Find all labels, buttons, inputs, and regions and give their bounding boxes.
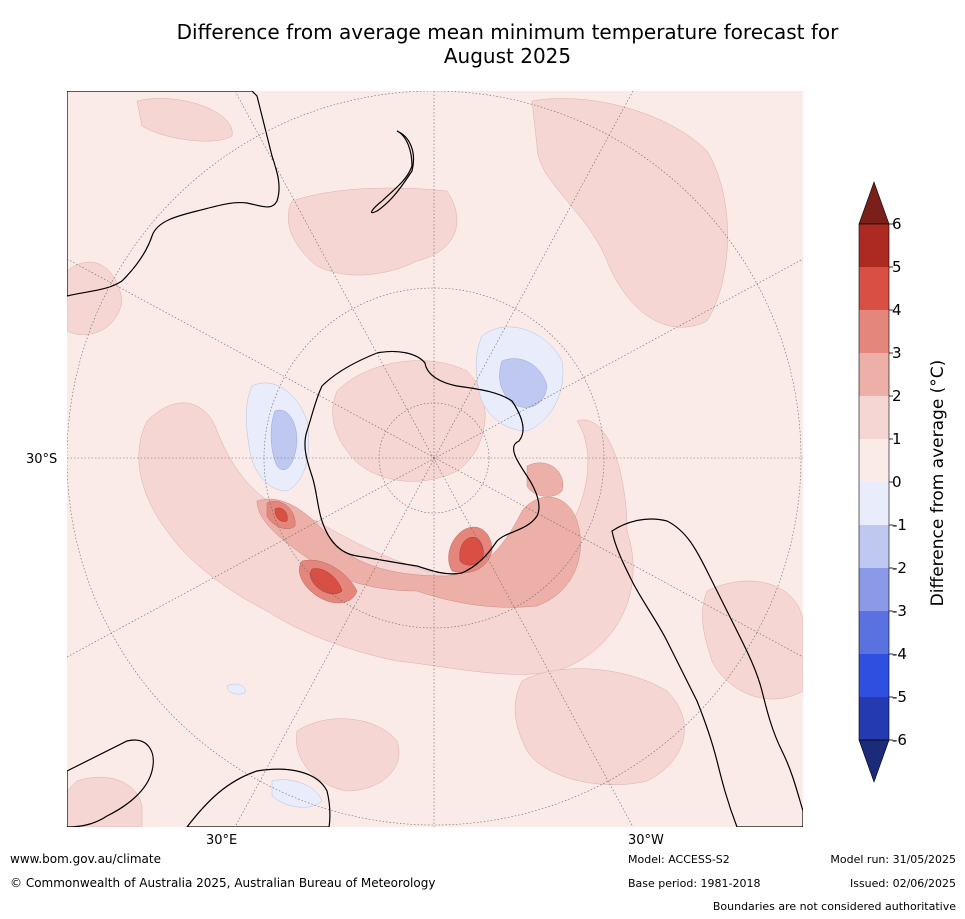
colorbar-tick-label: -6 [892,731,907,749]
colorbar-ticks: 6 5 4 3 2 1 0 -1 -2 -3 -4 -5 -6 [889,215,907,749]
new-zealand-outline [370,130,415,214]
colorbar-segment [859,525,889,568]
south-america-outline [611,518,803,827]
colorbar: 6 5 4 3 2 1 0 -1 -2 -3 -4 -5 -6 [858,181,907,783]
colorbar-segment [859,310,889,353]
colorbar-tick-label: -2 [892,559,907,577]
colorbar-tick-label: 5 [892,258,902,276]
polar-map [67,91,803,827]
colorbar-segment [859,224,889,267]
colorbar-segment [859,697,889,740]
footer-boundaries: Boundaries are not considered authoritat… [712,900,956,913]
colorbar-segments [858,181,890,783]
colorbar-tick-label: 0 [892,473,902,491]
africa-outline [67,739,154,827]
title-line-2: August 2025 [443,44,572,68]
colorbar-title: Difference from average (°C) [928,359,948,607]
footer-copyright: © Commonwealth of Australia 2025, Austra… [10,876,436,890]
lat-label-30s: 30°S [26,452,58,467]
footer-model: Model: ACCESS-S2 [628,853,730,866]
colorbar-segment [859,568,889,611]
colorbar-segment [859,353,889,396]
colorbar-tick-label: 4 [892,301,902,319]
colorbar-segment [859,439,889,482]
antarctica-outline [304,350,540,575]
map-title: Difference from average mean minimum tem… [0,20,965,68]
colorbar-tick-label: -4 [892,645,907,663]
colorbar-extend-low [858,739,890,783]
anomaly-neg-2-1-regions [270,358,548,471]
southern-africa-outline [186,768,331,827]
colorbar-tick-label: 6 [892,215,902,233]
colorbar-tick-label: 3 [892,344,902,362]
colorbar-segment [859,482,889,525]
colorbar-tick-label: -3 [892,602,907,620]
lon-label-30e: 30°E [206,833,238,848]
colorbar-tick-label: 2 [892,387,902,405]
footer-website: www.bom.gov.au/climate [10,852,161,866]
colorbar-tick-label: -1 [892,516,907,534]
colorbar-segment [859,654,889,697]
colorbar-segment [859,611,889,654]
colorbar-tick-label: 1 [892,430,902,448]
colorbar-extend-high [858,181,890,225]
colorbar-segment [859,267,889,310]
footer-issued: Issued: 02/06/2025 [849,877,956,890]
lon-label-30w: 30°W [628,833,664,848]
australia-outline [67,91,280,297]
graticule [67,91,803,827]
title-line-1: Difference from average mean minimum tem… [176,20,839,44]
colorbar-segment [859,396,889,439]
footer-base-period: Base period: 1981-2018 [628,877,761,890]
anomaly-4-5-regions [274,507,484,595]
footer-model-run: Model run: 31/05/2025 [830,853,956,866]
colorbar-tick-label: -5 [892,688,907,706]
